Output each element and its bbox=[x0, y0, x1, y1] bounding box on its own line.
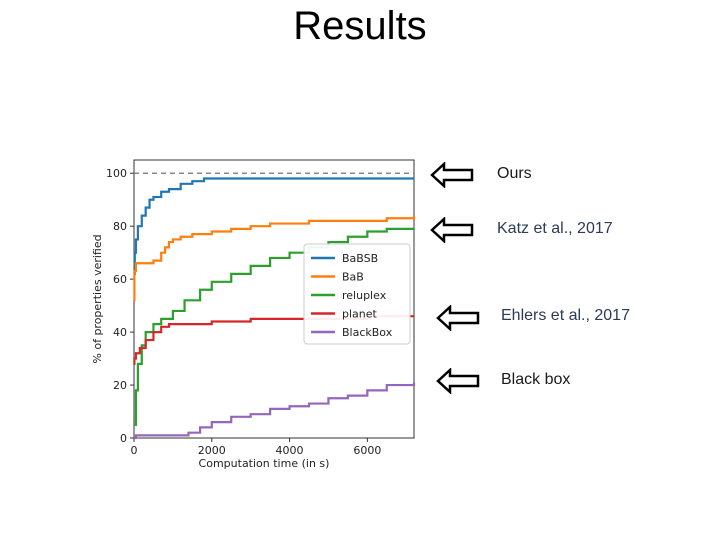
x-axis-label: Computation time (in s) bbox=[199, 457, 330, 470]
y-tick-label: 40 bbox=[113, 326, 127, 339]
series-line-planet bbox=[133, 315, 414, 365]
y-tick-label: 0 bbox=[120, 432, 127, 445]
series-line-bab bbox=[133, 215, 416, 302]
legend-label-reluplex: reluplex bbox=[342, 289, 387, 302]
left-arrow-icon bbox=[436, 368, 480, 394]
series-line-babsb bbox=[133, 177, 414, 275]
slide-title: Results bbox=[293, 4, 427, 48]
y-tick-label: 80 bbox=[113, 220, 127, 233]
annotation-katz: Katz et al., 2017 bbox=[497, 220, 613, 237]
legend-label-bab: BaB bbox=[342, 271, 364, 284]
results-line-chart: 0 20 40 60 80 100 0 2000 4000 6000 Computation tim… bbox=[91, 159, 416, 470]
y-axis-label: % of properties verified bbox=[91, 234, 104, 363]
y-tick-label: 20 bbox=[113, 379, 127, 392]
annotation-ehlers: Ehlers et al., 2017 bbox=[501, 307, 630, 324]
left-arrow-icon bbox=[436, 305, 480, 331]
series-line-reluplex bbox=[134, 227, 414, 426]
x-tick-label: 4000 bbox=[276, 444, 304, 457]
y-tick-label: 60 bbox=[113, 273, 127, 286]
annotation-ours: Ours bbox=[497, 165, 532, 182]
left-arrow-icon bbox=[430, 162, 474, 188]
legend-label-blackbox: BlackBox bbox=[342, 326, 393, 339]
y-tick-label: 100 bbox=[106, 167, 127, 180]
x-tick-label: 6000 bbox=[353, 444, 381, 457]
x-tick-label: 2000 bbox=[198, 444, 226, 457]
annotation-blackbox: Black box bbox=[501, 371, 571, 388]
series-line-blackbox bbox=[134, 382, 416, 440]
x-tick-label: 0 bbox=[131, 444, 138, 457]
legend: BaBSB BaB reluplex planet BlackBox bbox=[303, 243, 411, 345]
left-arrow-icon bbox=[430, 217, 474, 243]
legend-box bbox=[303, 243, 411, 345]
legend-label-planet: planet bbox=[342, 308, 378, 321]
legend-label-babsb: BaBSB bbox=[342, 252, 378, 265]
